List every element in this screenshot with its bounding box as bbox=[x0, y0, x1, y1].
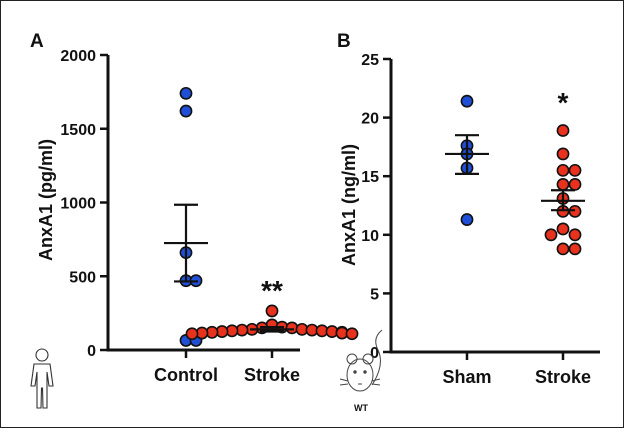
panel-b-category-label: Stroke bbox=[535, 367, 591, 387]
data-point bbox=[345, 327, 359, 341]
significance-marker: ** bbox=[261, 275, 283, 306]
data-point bbox=[265, 304, 279, 318]
data-point bbox=[185, 327, 199, 341]
panel-b-y-tick-label: 0 bbox=[370, 345, 379, 362]
data-point bbox=[179, 104, 193, 118]
significance-marker: * bbox=[558, 87, 569, 118]
panel-a-category-label: Control bbox=[154, 365, 218, 385]
data-point bbox=[544, 228, 558, 242]
panel-b-y-tick-label: 15 bbox=[361, 169, 379, 186]
panel-a-y-tick-label: 2000 bbox=[60, 48, 96, 65]
panel-b-category-label: Sham bbox=[442, 367, 491, 387]
data-point bbox=[568, 204, 582, 218]
data-point bbox=[556, 222, 570, 236]
data-point bbox=[460, 94, 474, 108]
panel-a-plot: 0 500 1000 1500 2000 Control Stroke ** bbox=[60, 48, 359, 385]
panel-b-y-tick-label: 25 bbox=[361, 52, 379, 69]
panel-b-y-axis-title: AnxA1 (ng/ml) bbox=[339, 144, 359, 266]
panel-a-y-axis-title: AnxA1 (pg/ml) bbox=[36, 139, 56, 261]
data-point bbox=[568, 163, 582, 177]
data-point bbox=[460, 213, 474, 226]
wt-label: WT bbox=[354, 403, 368, 413]
data-point bbox=[568, 242, 582, 256]
mouse-icon bbox=[339, 329, 383, 392]
panel-a-letter: A bbox=[30, 31, 44, 52]
panel-b-y-tick-label: 5 bbox=[370, 286, 379, 303]
data-point bbox=[568, 228, 582, 242]
panel-a-y-tick-label: 0 bbox=[87, 343, 96, 360]
panel-a-category-label: Stroke bbox=[244, 365, 300, 385]
panel-b-y-tick-label: 20 bbox=[361, 111, 379, 128]
panel-b-y-tick-label: 10 bbox=[361, 228, 379, 245]
panel-b-plot: 0 5 10 15 20 25 Sham Stroke * bbox=[361, 52, 600, 387]
data-point bbox=[556, 163, 570, 177]
data-point bbox=[179, 86, 193, 100]
panel-a-y-tick-label: 500 bbox=[69, 269, 96, 286]
data-point bbox=[556, 178, 570, 191]
panel-b-letter: B bbox=[337, 31, 351, 52]
panel-a: A AnxA1 (pg/ml) 0 500 1000 1500 2000 Control S… bbox=[30, 31, 359, 409]
panel-b: B AnxA1 (ng/ml) 0 5 10 15 20 25 Sham Stroke * WT bbox=[337, 31, 600, 413]
data-point bbox=[556, 147, 570, 161]
panel-a-y-tick-label: 1500 bbox=[60, 122, 96, 139]
panel-a-y-tick-label: 1000 bbox=[60, 196, 96, 213]
data-point bbox=[568, 178, 582, 191]
human-icon bbox=[30, 348, 54, 409]
data-point bbox=[556, 242, 570, 256]
data-point bbox=[556, 124, 570, 137]
